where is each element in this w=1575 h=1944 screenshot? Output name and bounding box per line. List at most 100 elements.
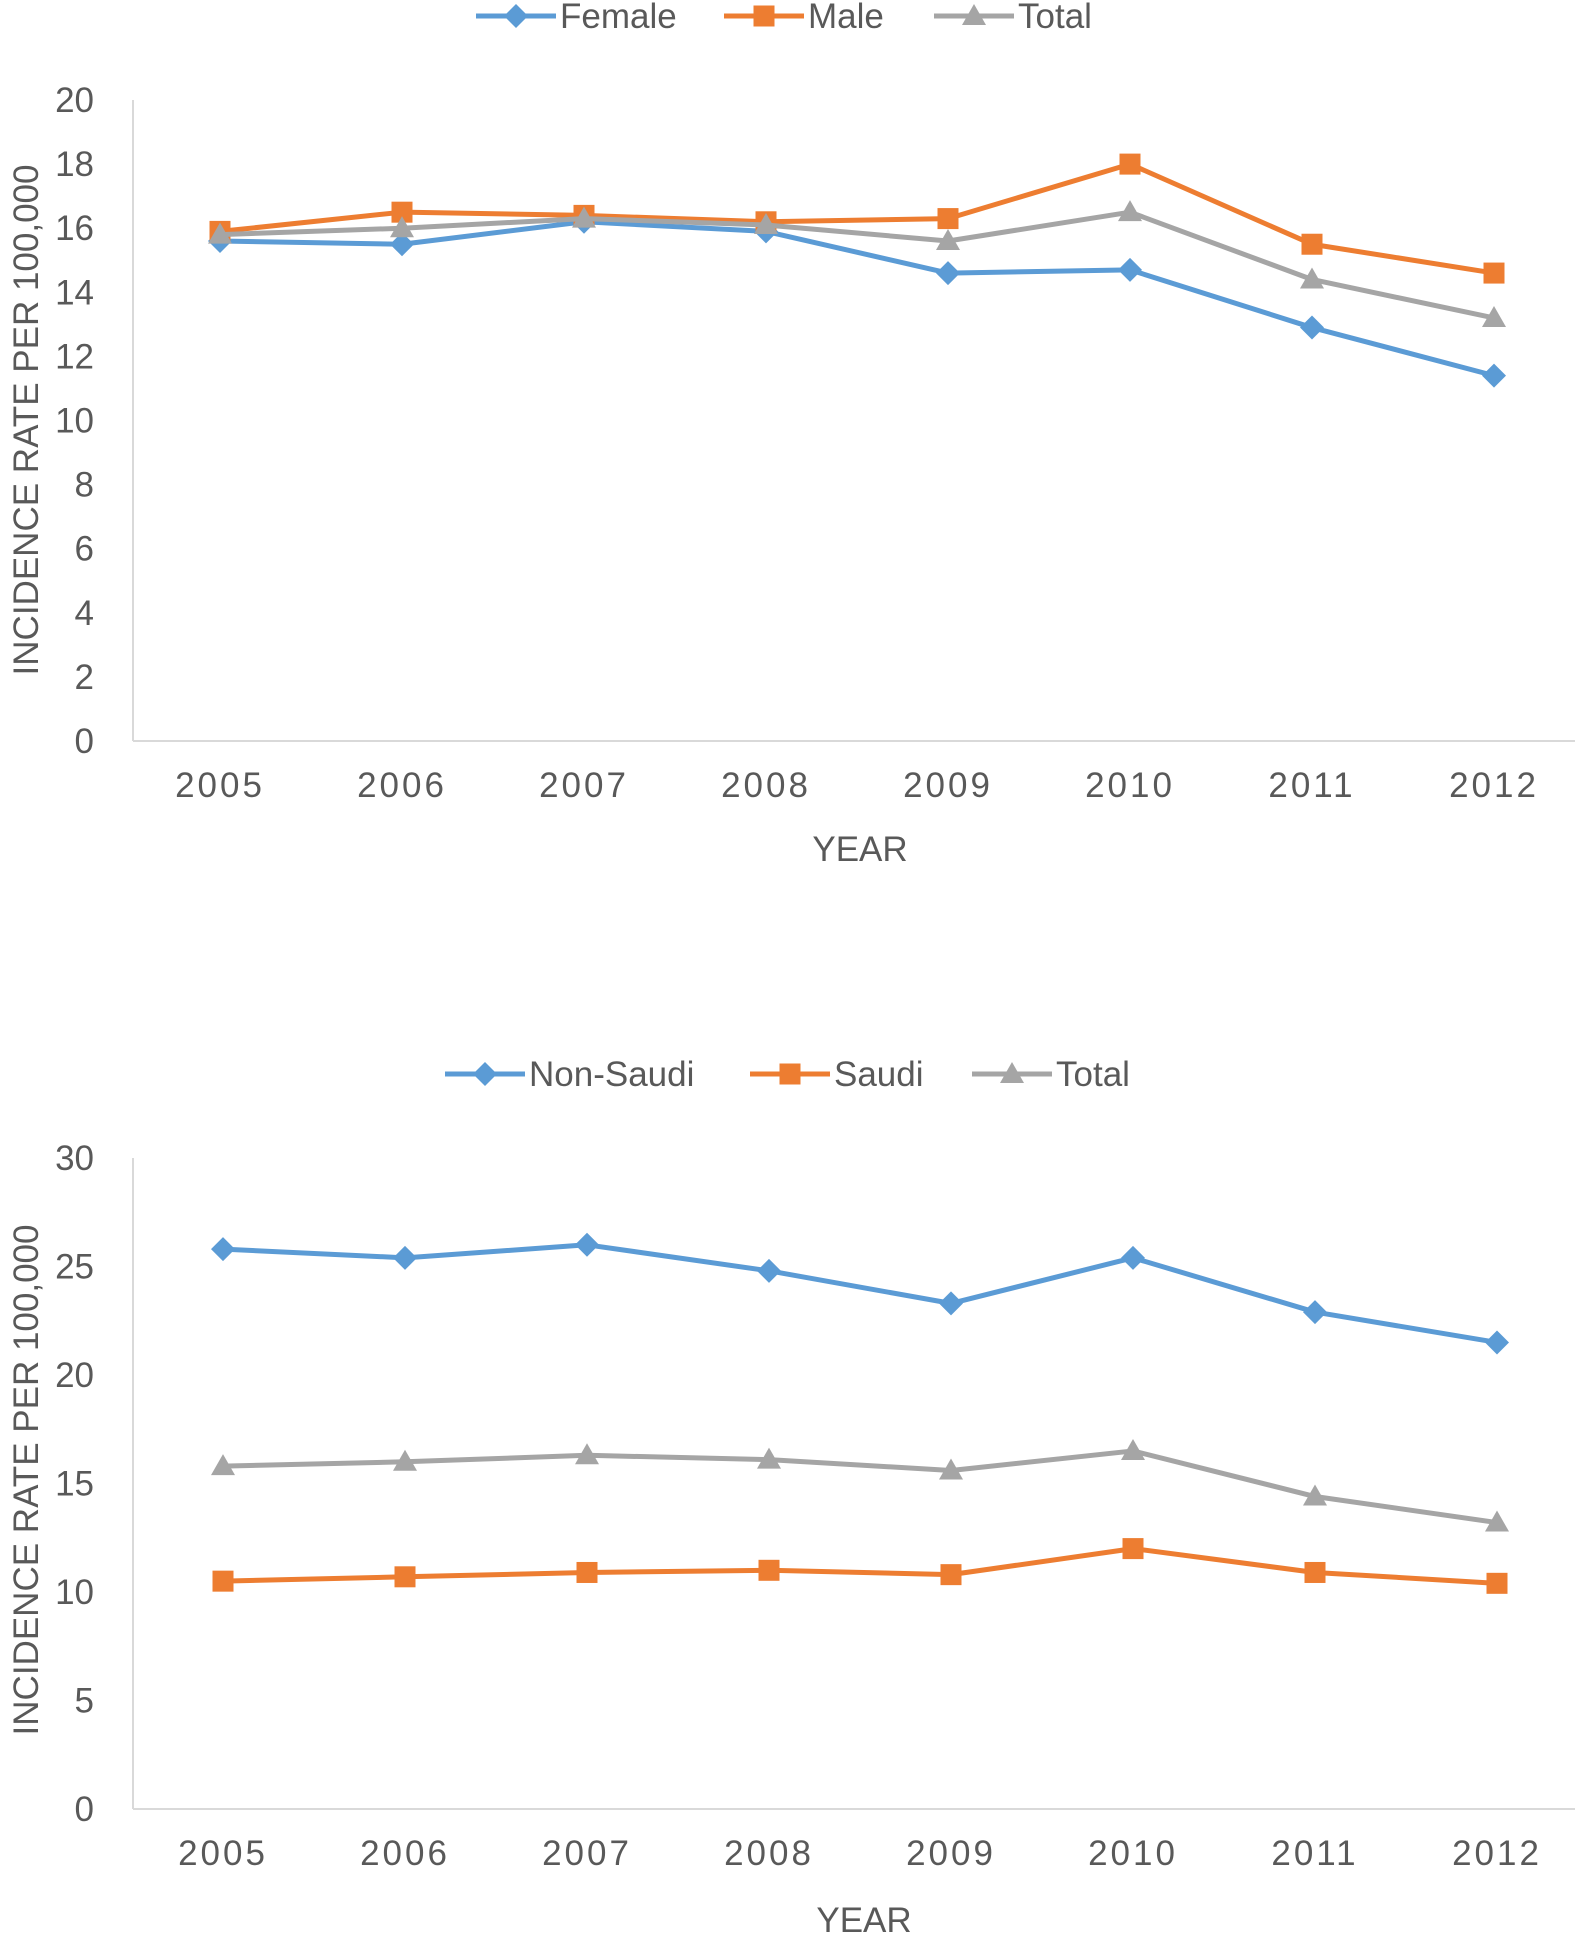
legend-marker: [473, 1062, 497, 1086]
data-point-saudi: [1486, 1572, 1508, 1594]
data-point-female: [936, 261, 960, 286]
x-tick-label: 2007: [539, 766, 629, 805]
y-tick-label: 12: [55, 337, 94, 376]
legend-label: Male: [808, 0, 884, 36]
data-point-saudi: [940, 1564, 962, 1586]
data-point-total: [757, 1447, 781, 1469]
data-point-male: [1301, 233, 1323, 255]
legend-marker: [962, 4, 986, 25]
series-line-saudi: [222, 1546, 1498, 1586]
y-tick-label: 2: [75, 658, 94, 697]
series-line-male: [219, 161, 1495, 276]
y-tick-label: 20: [55, 1356, 94, 1395]
y-tick-label: 20: [55, 81, 94, 120]
data-point-saudi: [758, 1559, 780, 1581]
data-point-total: [208, 222, 232, 244]
x-tick-label: 2009: [906, 1834, 996, 1873]
data-point-saudi: [212, 1570, 234, 1592]
data-point-total: [211, 1454, 235, 1476]
legend-item-non-saudi: Non-Saudi: [445, 1055, 694, 1094]
data-point-total: [754, 212, 778, 234]
y-tick-label: 8: [75, 466, 94, 505]
legend-marker: [753, 5, 775, 27]
series-total: [211, 1438, 1509, 1532]
legend-label: Non-Saudi: [529, 1055, 694, 1094]
data-point-non-saudi: [757, 1258, 781, 1283]
data-point-total: [1482, 305, 1506, 327]
chart-nationality: 0 5 10 15 20 25 30 2005 2006 2007 2008 2009 2010 2011…: [7, 1055, 1575, 1940]
y-axis-title: INCIDENCE RATE PER 100,000: [7, 1225, 46, 1736]
series-line-female: [219, 219, 1495, 379]
data-point-total: [572, 206, 596, 228]
data-point-male: [391, 201, 413, 223]
data-point-total: [939, 1458, 963, 1480]
data-point-total: [575, 1443, 599, 1465]
data-point-total: [1485, 1510, 1509, 1532]
x-tick-label: 2012: [1449, 766, 1539, 805]
y-axis-title: INCIDENCE RATE PER 100,000: [7, 165, 46, 676]
x-tick-label: 2006: [357, 766, 447, 805]
x-tick-label: 2010: [1085, 766, 1175, 805]
data-point-total: [393, 1449, 417, 1471]
data-point-total: [1300, 267, 1324, 289]
x-tick-label: 2005: [178, 1834, 268, 1873]
y-tick-label: 14: [55, 273, 94, 312]
data-point-male: [937, 208, 959, 230]
y-tick-label: 25: [55, 1248, 94, 1287]
y-tick-label: 0: [75, 722, 94, 761]
x-tick-label: 2008: [724, 1834, 814, 1873]
data-point-female: [1118, 257, 1142, 282]
data-point-non-saudi: [1303, 1300, 1327, 1325]
legend-item-saudi: Saudi: [750, 1055, 924, 1094]
x-tick-label: 2007: [542, 1834, 632, 1873]
data-point-saudi: [394, 1566, 416, 1588]
x-tick-label: 2009: [903, 766, 993, 805]
y-tick-label: 30: [55, 1139, 94, 1178]
legend-marker: [779, 1063, 801, 1085]
data-point-total: [390, 216, 414, 238]
data-point-female: [1300, 315, 1324, 340]
series-male: [209, 153, 1505, 284]
data-point-saudi: [1122, 1538, 1144, 1560]
data-point-female: [390, 232, 414, 257]
series-total: [208, 200, 1506, 327]
legend-marker: [504, 4, 528, 28]
data-point-non-saudi: [1485, 1330, 1509, 1355]
y-tick-label: 10: [55, 402, 94, 441]
x-axis-title: YEAR: [816, 1901, 911, 1940]
x-tick-label: 2012: [1452, 1834, 1542, 1873]
data-point-total: [1121, 1438, 1145, 1460]
legend-label: Female: [560, 0, 677, 36]
legend-label: Total: [1018, 0, 1092, 36]
y-tick-label: 16: [55, 209, 94, 248]
x-tick-label: 2011: [1268, 766, 1355, 805]
x-axis-title: YEAR: [812, 830, 907, 869]
legend-label: Total: [1056, 1055, 1130, 1094]
series-line-total: [219, 209, 1495, 321]
data-point-male: [1119, 153, 1141, 175]
x-tick-label: 2010: [1088, 1834, 1178, 1873]
series-line-total: [222, 1448, 1498, 1526]
series-non-saudi: [211, 1232, 1509, 1355]
legend-item-total: Total: [934, 0, 1092, 36]
legend-marker: [1000, 1062, 1024, 1083]
data-point-male: [1483, 262, 1505, 284]
chart-sex: 0 2 4 6 8 10 12 14 16 18 20 2005 2006 2007 2008 2009 201…: [7, 0, 1575, 869]
legend-item-female: Female: [476, 0, 677, 36]
legend-label: Saudi: [834, 1055, 924, 1094]
legend-item-total: Total: [972, 1055, 1130, 1094]
series-line-non-saudi: [222, 1242, 1498, 1345]
legend-item-male: Male: [724, 0, 884, 36]
x-tick-label: 2006: [360, 1834, 450, 1873]
data-point-non-saudi: [575, 1232, 599, 1257]
data-point-non-saudi: [1121, 1245, 1145, 1270]
y-tick-label: 0: [75, 1790, 94, 1829]
y-tick-label: 5: [75, 1682, 94, 1721]
data-point-total: [1303, 1484, 1327, 1506]
y-tick-label: 6: [75, 530, 94, 569]
data-point-saudi: [1304, 1561, 1326, 1583]
series-saudi: [212, 1538, 1508, 1594]
y-tick-label: 10: [55, 1573, 94, 1612]
data-point-non-saudi: [939, 1291, 963, 1316]
